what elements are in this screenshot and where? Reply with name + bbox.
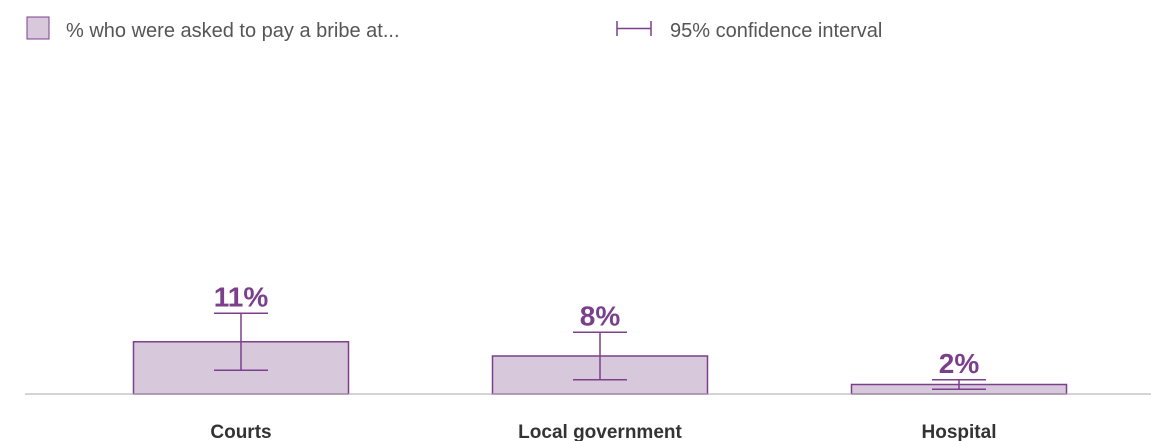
legend-bar-swatch — [26, 16, 50, 40]
category-label: Hospital — [922, 422, 997, 441]
plot-area: 11% Courts 8% Local government 2% Hospital — [25, 281, 1151, 441]
legend-ci-label: 95% confidence interval — [670, 20, 882, 42]
legend: % who were asked to pay a bribe at... 95… — [26, 16, 882, 42]
legend-ci-icon — [616, 21, 652, 36]
value-label: 8% — [580, 300, 621, 331]
value-label: 11% — [214, 281, 269, 312]
category-label: Local government — [518, 422, 682, 441]
legend-bar-label: % who were asked to pay a bribe at... — [66, 20, 400, 42]
value-label: 2% — [939, 348, 980, 379]
category-label: Courts — [210, 422, 271, 441]
